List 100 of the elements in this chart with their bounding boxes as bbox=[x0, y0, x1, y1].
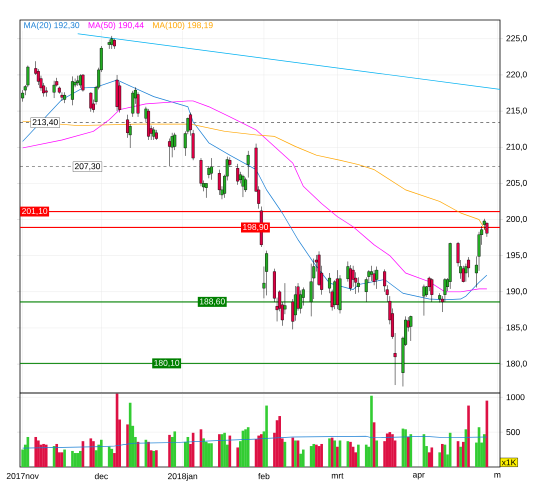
bar bbox=[364, 444, 368, 467]
bar bbox=[328, 438, 331, 467]
x-tick-label: 2018jan bbox=[168, 473, 198, 481]
bar bbox=[223, 432, 226, 467]
bar bbox=[299, 454, 302, 467]
bar bbox=[338, 440, 342, 467]
bar bbox=[296, 440, 300, 467]
bar bbox=[202, 438, 205, 467]
bar bbox=[42, 444, 45, 467]
bar bbox=[462, 442, 465, 467]
bar bbox=[242, 430, 244, 467]
y-tick-label: 195,0 bbox=[506, 252, 527, 260]
bar bbox=[200, 429, 202, 467]
text: MA(20) 192,30 bbox=[24, 22, 80, 30]
bar bbox=[40, 444, 42, 467]
bar bbox=[44, 444, 48, 467]
bar bbox=[438, 452, 441, 467]
ref-line-label: 188,60 bbox=[200, 298, 225, 306]
candlestick bbox=[112, 38, 116, 50]
bar bbox=[100, 440, 103, 467]
bar bbox=[386, 433, 389, 467]
y-tick-label: 1000 bbox=[506, 394, 525, 400]
bar bbox=[116, 394, 118, 467]
candlestick bbox=[78, 74, 82, 88]
bar bbox=[52, 446, 56, 467]
candlestick bbox=[299, 290, 302, 314]
candlestick bbox=[81, 74, 84, 92]
bar bbox=[482, 434, 486, 467]
candlestick bbox=[44, 86, 48, 97]
bar bbox=[456, 441, 460, 467]
bar bbox=[467, 406, 470, 467]
bar bbox=[391, 434, 394, 467]
bar bbox=[228, 436, 232, 467]
bar bbox=[464, 429, 468, 467]
bar bbox=[34, 436, 38, 467]
candlestick bbox=[375, 266, 378, 290]
bar bbox=[90, 438, 92, 467]
candlestick bbox=[70, 76, 74, 106]
y-tick-label: 500 bbox=[506, 429, 520, 436]
candlestick bbox=[348, 264, 352, 292]
bar bbox=[302, 450, 305, 467]
bar bbox=[208, 443, 210, 467]
candlestick bbox=[152, 126, 156, 140]
bar bbox=[108, 446, 110, 467]
y-tick-label: 210,0 bbox=[506, 144, 527, 151]
text: MA(50) 190,44 bbox=[88, 22, 144, 30]
candlestick bbox=[131, 90, 134, 118]
candlestick bbox=[204, 183, 208, 198]
bar bbox=[173, 431, 176, 467]
bar bbox=[294, 440, 297, 467]
candlestick bbox=[370, 266, 373, 282]
bar bbox=[486, 400, 488, 467]
ref-line-label: 201,10 bbox=[22, 208, 48, 216]
x-tick-label: apr bbox=[412, 473, 425, 480]
bar bbox=[375, 440, 378, 467]
candlestick bbox=[168, 138, 172, 166]
y-tick-label: 200,0 bbox=[506, 216, 527, 224]
bar bbox=[265, 406, 268, 467]
bar bbox=[126, 424, 129, 467]
bar bbox=[388, 432, 392, 467]
ref-line-label: 213,40 bbox=[32, 119, 58, 126]
candlestick bbox=[236, 164, 240, 186]
candlestick bbox=[89, 92, 92, 112]
bar bbox=[257, 436, 260, 467]
candlestick bbox=[430, 278, 434, 302]
bar bbox=[136, 442, 140, 467]
bar bbox=[144, 440, 148, 467]
candlestick bbox=[154, 130, 158, 140]
candlestick bbox=[409, 315, 412, 342]
bar bbox=[402, 428, 404, 467]
bar bbox=[406, 436, 410, 467]
y-tick-label: 180,0 bbox=[506, 360, 527, 368]
candlestick bbox=[52, 80, 56, 98]
bar bbox=[336, 446, 339, 467]
x-tick-label: 2017nov bbox=[6, 473, 39, 479]
candlestick bbox=[467, 256, 470, 278]
x-tick-label: dec bbox=[94, 473, 108, 480]
bar bbox=[192, 432, 194, 467]
x-tick-label: mrt bbox=[332, 473, 344, 479]
y-tick-label: 225,0 bbox=[506, 35, 527, 42]
bar bbox=[82, 441, 84, 467]
candlestick bbox=[265, 250, 268, 296]
candlestick bbox=[443, 278, 446, 302]
bar bbox=[76, 453, 80, 467]
candlestick bbox=[246, 150, 250, 178]
bar bbox=[333, 440, 336, 467]
ref-line-label: 207,30 bbox=[74, 163, 100, 170]
bar bbox=[370, 396, 373, 467]
y-tick-label: 220,0 bbox=[506, 71, 527, 78]
bar bbox=[147, 442, 150, 467]
bar bbox=[26, 436, 30, 467]
candlestick bbox=[485, 222, 488, 238]
bar bbox=[459, 446, 462, 467]
line-series bbox=[22, 436, 488, 448]
bar bbox=[278, 416, 281, 467]
bar bbox=[440, 444, 444, 467]
bar bbox=[244, 429, 247, 467]
bar bbox=[155, 450, 158, 467]
candlestick bbox=[108, 39, 111, 50]
bar bbox=[220, 434, 224, 467]
